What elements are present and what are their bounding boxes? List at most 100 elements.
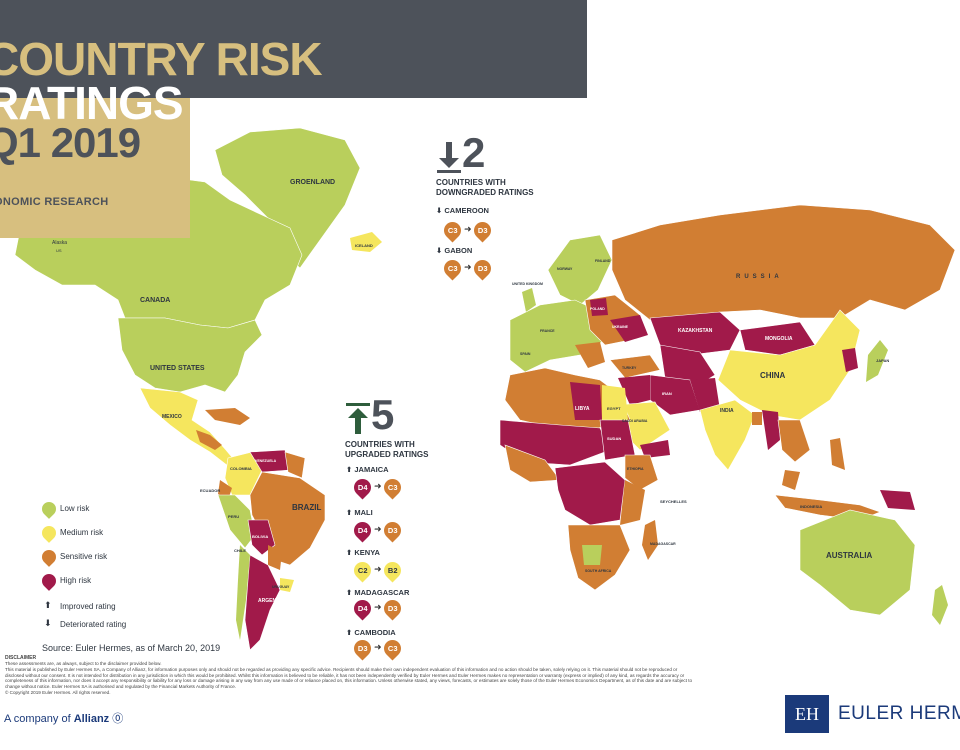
yemen-region <box>640 440 670 458</box>
new-zealand-region <box>932 585 948 625</box>
legend-deteriorated: Deteriorated rating <box>60 620 127 629</box>
label-alaska-us: US <box>56 248 62 253</box>
legend-high: High risk <box>60 576 92 585</box>
mexico-region <box>139 387 237 467</box>
arrow-right-icon: ➜ <box>374 524 382 534</box>
label-poland: POLAND <box>590 307 605 311</box>
down-arrow-icon <box>437 142 461 173</box>
arrow-right-icon: ➜ <box>464 224 472 234</box>
legend-low: Low risk <box>60 504 90 513</box>
label-seychelles: SEYCHELLES <box>660 499 687 504</box>
argentina-region <box>244 554 281 651</box>
label-sudan: SUDAN <box>607 436 621 441</box>
label-usa: UNITED STATES <box>150 365 205 372</box>
arrow-right-icon: ➜ <box>374 481 382 491</box>
label-brazil: BRAZIL <box>292 503 321 512</box>
upgrade-entry-kenya: ⬆ KENYA <box>346 548 380 557</box>
iceland-region <box>350 232 382 252</box>
label-spain: SPAIN <box>520 352 531 356</box>
label-uruguay: URUGUAY <box>272 585 290 589</box>
label-france: FRANCE <box>540 329 555 333</box>
down-arrow-icon: ⬇ <box>436 206 445 215</box>
arrow-right-icon: ➜ <box>374 642 382 652</box>
label-ecuador: ECUADOR <box>200 488 220 493</box>
downgrade-entry-cameroon: ⬇ CAMEROON <box>436 206 489 215</box>
botswana-region <box>582 545 602 565</box>
country-name: CAMEROON <box>444 206 489 215</box>
allianz-prefix: A company of <box>4 713 71 725</box>
legend-medium: Medium risk <box>60 528 104 537</box>
label-egypt: EGYPT <box>607 406 621 411</box>
greenland-region <box>214 127 361 269</box>
arrow-right-icon: ➜ <box>374 564 382 574</box>
label-kazakhstan: KAZAKHSTAN <box>678 328 713 334</box>
iraq-syria-region <box>618 375 650 405</box>
india-region <box>699 399 756 471</box>
label-japan: JAPAN <box>876 358 889 363</box>
label-chile: CHILE <box>234 548 246 553</box>
libya-region <box>570 382 602 420</box>
australia-region <box>799 509 916 616</box>
afghan-pak-region <box>690 378 720 412</box>
korea-region <box>842 348 858 372</box>
subtitle: ONOMIC RESEARCH <box>0 196 109 208</box>
label-greenland: GROENLAND <box>290 179 335 186</box>
euler-hermes-logo-icon: EH <box>785 695 829 733</box>
philippines-region <box>830 438 845 470</box>
euler-hermes-brand: EULER HERMES <box>838 703 960 724</box>
down-arrow-icon: ⬇ <box>44 618 52 628</box>
usa-region <box>117 317 263 393</box>
up-arrow-icon: ⬆ <box>346 548 355 557</box>
label-turkey: TURKEY <box>622 366 637 370</box>
downgraded-panel: 2 COUNTRIES WITH DOWNGRADED RATINGS <box>436 132 546 198</box>
allianz-logo-icon: ⓪ <box>112 713 124 725</box>
up-arrow-icon: ⬆ <box>346 508 355 517</box>
madagascar-region <box>642 520 658 560</box>
paraguay-region <box>268 545 282 570</box>
central-africa-region <box>554 461 626 526</box>
central-america-region <box>196 430 222 450</box>
label-libya: LIBYA <box>575 406 590 412</box>
west-africa-region <box>504 444 561 483</box>
down-arrow-icon: ⬇ <box>436 246 445 255</box>
label-south-africa: SOUTH AFRICA <box>585 569 612 573</box>
japan-region <box>866 340 888 382</box>
label-venezuela: VENEZUELA <box>255 459 277 463</box>
upgrade-entry-jamaica: ⬆ JAMAICA <box>346 465 389 474</box>
label-peru: PERU <box>228 514 239 519</box>
source-note: Source: Euler Hermes, as of March 20, 20… <box>42 643 221 653</box>
balkans-region <box>575 342 605 368</box>
header-band <box>0 0 587 98</box>
label-indonesia: INDONESIA <box>800 504 822 509</box>
indochina-region <box>777 419 811 463</box>
turkey-region <box>609 354 661 379</box>
up-arrow-icon: ⬆ <box>346 465 355 474</box>
chile-region <box>236 545 250 640</box>
uruguay-region <box>280 578 294 592</box>
russia-region <box>611 204 956 321</box>
caribbean-region <box>205 408 250 425</box>
arrow-right-icon: ➜ <box>374 602 382 612</box>
label-finland: FINLAND <box>595 259 611 263</box>
downgraded-count: 2 <box>462 129 486 176</box>
header-gold-block <box>0 98 190 238</box>
label-ethiopia: ETHIOPIA <box>627 467 644 471</box>
downgrade-entry-gabon: ⬇ GABON <box>436 246 472 255</box>
label-alaska: Alaska <box>52 240 67 246</box>
label-iran: IRAN <box>662 391 672 396</box>
title-line-3: Q1 2019 <box>0 119 141 166</box>
upgrade-entry-cambodia: ⬆ CAMBODIA <box>346 628 396 637</box>
label-mexico: MEXICO <box>162 414 182 420</box>
egypt-region <box>602 385 628 420</box>
png-region <box>880 490 915 510</box>
label-canada: CANADA <box>140 297 170 304</box>
up-arrow-icon: ⬆ <box>346 588 355 597</box>
title-line-2: RATINGS <box>0 77 184 129</box>
malaysia-region <box>782 470 800 490</box>
title-line-1: COUNTRY RISK <box>0 33 323 85</box>
legend-improved: Improved rating <box>60 602 116 611</box>
upgraded-label: COUNTRIES WITH UPGRADED RATINGS <box>345 440 429 459</box>
downgraded-label: COUNTRIES WITH DOWNGRADED RATINGS <box>436 178 534 197</box>
country-name: GABON <box>444 246 473 255</box>
guianas-region <box>284 451 306 479</box>
